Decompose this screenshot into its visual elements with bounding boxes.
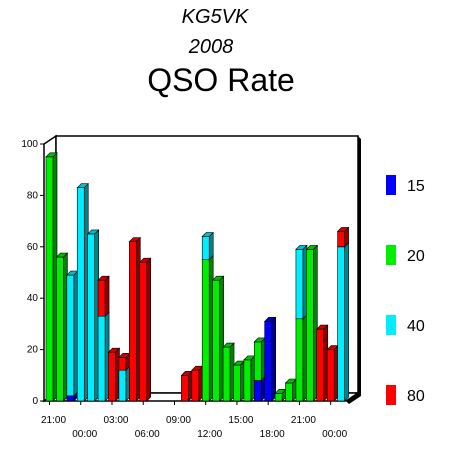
bar-side-15-21 <box>271 316 276 402</box>
x-tick-label: 21:00 <box>41 415 66 426</box>
bar-20-1 <box>56 256 64 402</box>
chart-title-year: 2008 <box>188 36 234 58</box>
y-tick-label: 100 <box>21 139 38 150</box>
bar-80-27 <box>326 349 335 402</box>
legend-label-15: 15 <box>407 178 425 195</box>
x-tick-label: 00:00 <box>72 429 97 440</box>
y-tick-label: 20 <box>27 345 39 356</box>
frame-shadow <box>346 136 361 404</box>
chart-title-callsign: KG5VK <box>181 6 249 28</box>
bar-top-15-21 <box>263 317 277 322</box>
legend-label-40: 40 <box>407 318 425 335</box>
bar-80-5 <box>97 279 106 317</box>
bar-top-80-26 <box>316 324 329 330</box>
y-tick-label: 0 <box>32 396 38 407</box>
bar-top-80-9 <box>138 257 152 263</box>
bar-80-26 <box>316 328 325 402</box>
bar-40-28 <box>337 246 345 402</box>
bar-40-3 <box>76 187 85 402</box>
bar-15-20 <box>253 380 262 402</box>
bar-80-9 <box>139 261 148 402</box>
legend-swatch-80 <box>386 385 396 405</box>
chart-title: QSO Rate <box>147 62 295 98</box>
bar-15-21 <box>264 321 272 402</box>
bar-40-7 <box>118 369 127 402</box>
chart-legend: 15 20 40 80 <box>386 175 425 405</box>
bar-80-13 <box>181 374 189 402</box>
bar-15-2 <box>66 395 75 402</box>
x-tick-label: 12:00 <box>197 429 222 440</box>
legend-swatch-15 <box>386 175 396 195</box>
bar-20-23 <box>285 382 293 402</box>
x-tick-label: 18:00 <box>260 429 285 440</box>
bar-top-40-3 <box>76 183 89 188</box>
bar-top-20-16 <box>211 275 225 281</box>
bar-side-80-9 <box>146 257 152 402</box>
x-tick-label: 00:00 <box>322 429 347 440</box>
bar-top-80-5 <box>97 275 110 281</box>
bar-top-20-0 <box>45 152 58 158</box>
chart-axes: 0 20 40 60 80 100 21:00 00:00 03:00 06:00 09:00 12:… <box>21 139 347 440</box>
bar-top-20-17 <box>222 342 235 348</box>
bar-20-22 <box>274 392 283 402</box>
y-tick-label: 80 <box>27 190 39 201</box>
chart-bars <box>45 152 350 402</box>
bar-40-24 <box>295 249 304 320</box>
bar-top-40-4 <box>86 229 100 235</box>
bar-top-40-15 <box>201 232 214 237</box>
bar-80-28 <box>337 231 345 248</box>
bar-40-5 <box>97 315 106 402</box>
bar-40-15 <box>201 236 210 260</box>
legend-label-20: 20 <box>407 248 425 265</box>
bar-20-17 <box>222 346 231 402</box>
bar-20-0 <box>45 156 54 402</box>
bar-20-16 <box>212 279 220 402</box>
bar-20-18 <box>233 364 241 402</box>
bar-20-25 <box>306 249 314 402</box>
x-tick-label: 03:00 <box>103 415 128 426</box>
bar-side-80-5 <box>104 275 110 317</box>
bar-top-20-25 <box>305 245 319 250</box>
bar-20-15 <box>201 259 210 402</box>
bar-40-4 <box>87 233 95 402</box>
legend-label-80: 80 <box>407 388 425 405</box>
bar-top-80-6 <box>107 347 121 353</box>
bar-80-7 <box>118 357 127 371</box>
legend-swatch-40 <box>386 315 396 335</box>
bar-top-40-24 <box>295 245 308 250</box>
bar-80-8 <box>129 241 137 402</box>
bar-side-40-28 <box>344 242 349 402</box>
x-tick-label: 06:00 <box>135 429 160 440</box>
x-tick-label: 21:00 <box>291 415 316 426</box>
bar-top-80-8 <box>128 237 142 242</box>
bar-80-14 <box>191 369 200 402</box>
y-tick-label: 40 <box>27 293 39 304</box>
bar-top-20-1 <box>55 252 69 258</box>
bar-40-2 <box>66 274 75 397</box>
legend-swatch-20 <box>386 245 396 265</box>
bar-80-6 <box>108 351 116 402</box>
bar-side-40-15 <box>208 231 214 261</box>
bar-top-80-28 <box>336 227 350 232</box>
bar-20-19 <box>243 359 252 402</box>
bar-20-20 <box>253 341 262 381</box>
y-tick-label: 60 <box>27 242 39 253</box>
bar-20-24 <box>295 318 304 402</box>
x-tick-label: 09:00 <box>166 415 191 426</box>
x-tick-label: 15:00 <box>228 415 253 426</box>
